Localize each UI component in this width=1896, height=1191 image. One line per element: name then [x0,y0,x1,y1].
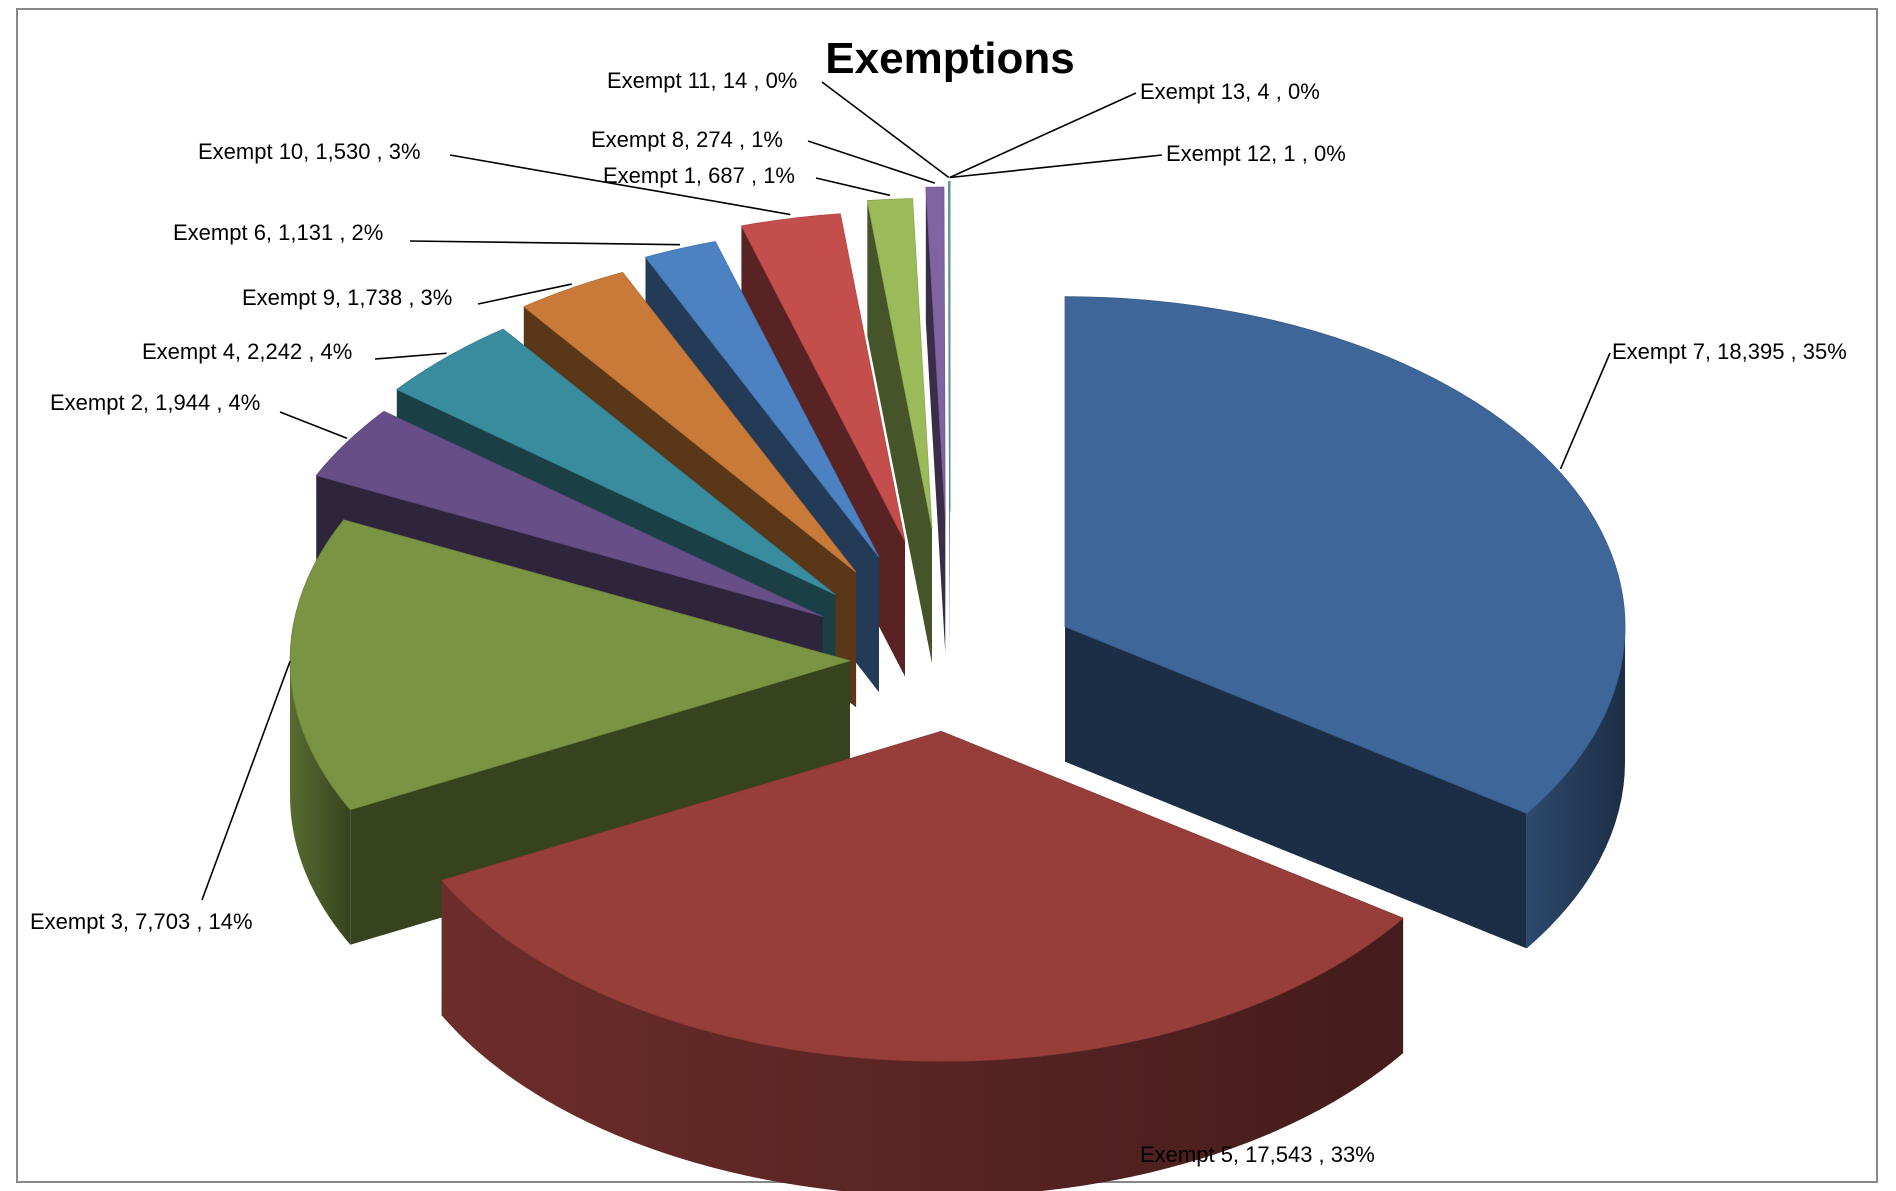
slice-label-exempt-1: Exempt 1, 687 , 1% [603,163,795,188]
slice-label-exempt-3: Exempt 3, 7,703 , 14% [30,909,253,934]
slice-rim-exempt-5 [441,880,1404,1191]
slice-label-exempt-2: Exempt 2, 1,944 , 4% [50,390,260,415]
slice-label-exempt-9: Exempt 9, 1,738 , 3% [242,285,452,310]
slice-exempt-10 [740,213,906,542]
slice-wall-exempt-1-0 [867,200,932,664]
slice-exempt-7 [1064,296,1626,814]
leader-line-exempt-2 [279,411,348,440]
leader-line-exempt-1 [815,177,891,197]
slice-labels: Exempt 7, 18,395 , 35% Exempt 5, 17,543 ,… [30,68,1847,1167]
leader-line-exempt-8 [807,140,936,184]
slice-exempt-11 [947,181,951,512]
slice-exempt-9 [523,271,857,573]
slice-label-exempt-13: Exempt 13, 4 , 0% [1140,79,1320,104]
slice-wall-exempt-7-1 [1065,626,1527,949]
leader-line-exempt-11 [821,81,950,179]
slice-exempt-4 [395,328,836,596]
slice-label-exempt-6: Exempt 6, 1,131 , 2% [173,220,383,245]
leader-line-exempt-13 [949,92,1137,179]
slice-exempt-1 [866,198,933,529]
leader-line-exempt-10 [449,154,791,216]
leader-line-exempt-9 [477,283,572,305]
pie-slices [289,181,1626,1062]
slice-label-exempt-8: Exempt 8, 274 , 1% [591,127,783,152]
slice-label-exempt-12: Exempt 12, 1 , 0% [1166,141,1346,166]
slice-wall-exempt-8-0 [925,187,946,653]
slice-exempt-5 [440,730,1404,1062]
slice-rim-exempt-7 [1526,626,1626,949]
chart-title: Exemptions [825,34,1074,83]
slice-exempt-3 [289,519,852,811]
slice-label-exempt-11: Exempt 11, 14 , 0% [607,68,797,93]
slice-rim-exempt-3 [290,660,351,945]
leader-line-exempt-4 [374,352,447,360]
leader-lines [201,81,1611,901]
slice-label-exempt-10: Exempt 10, 1,530 , 3% [198,139,421,164]
slice-exempt-2 [315,410,823,617]
slice-label-exempt-4: Exempt 4, 2,242 , 4% [142,339,352,364]
leader-line-exempt-6 [409,240,681,246]
leader-line-exempt-7 [1559,352,1611,470]
leader-line-exempt-12 [949,154,1163,179]
slice-label-exempt-5: Exempt 5, 17,543 , 33% [1140,1142,1375,1167]
slice-exempt-8 [925,186,946,518]
leader-line-exempt-3 [201,660,291,901]
slice-exempt-6 [644,241,880,558]
slice-label-exempt-7: Exempt 7, 18,395 , 35% [1612,339,1847,364]
